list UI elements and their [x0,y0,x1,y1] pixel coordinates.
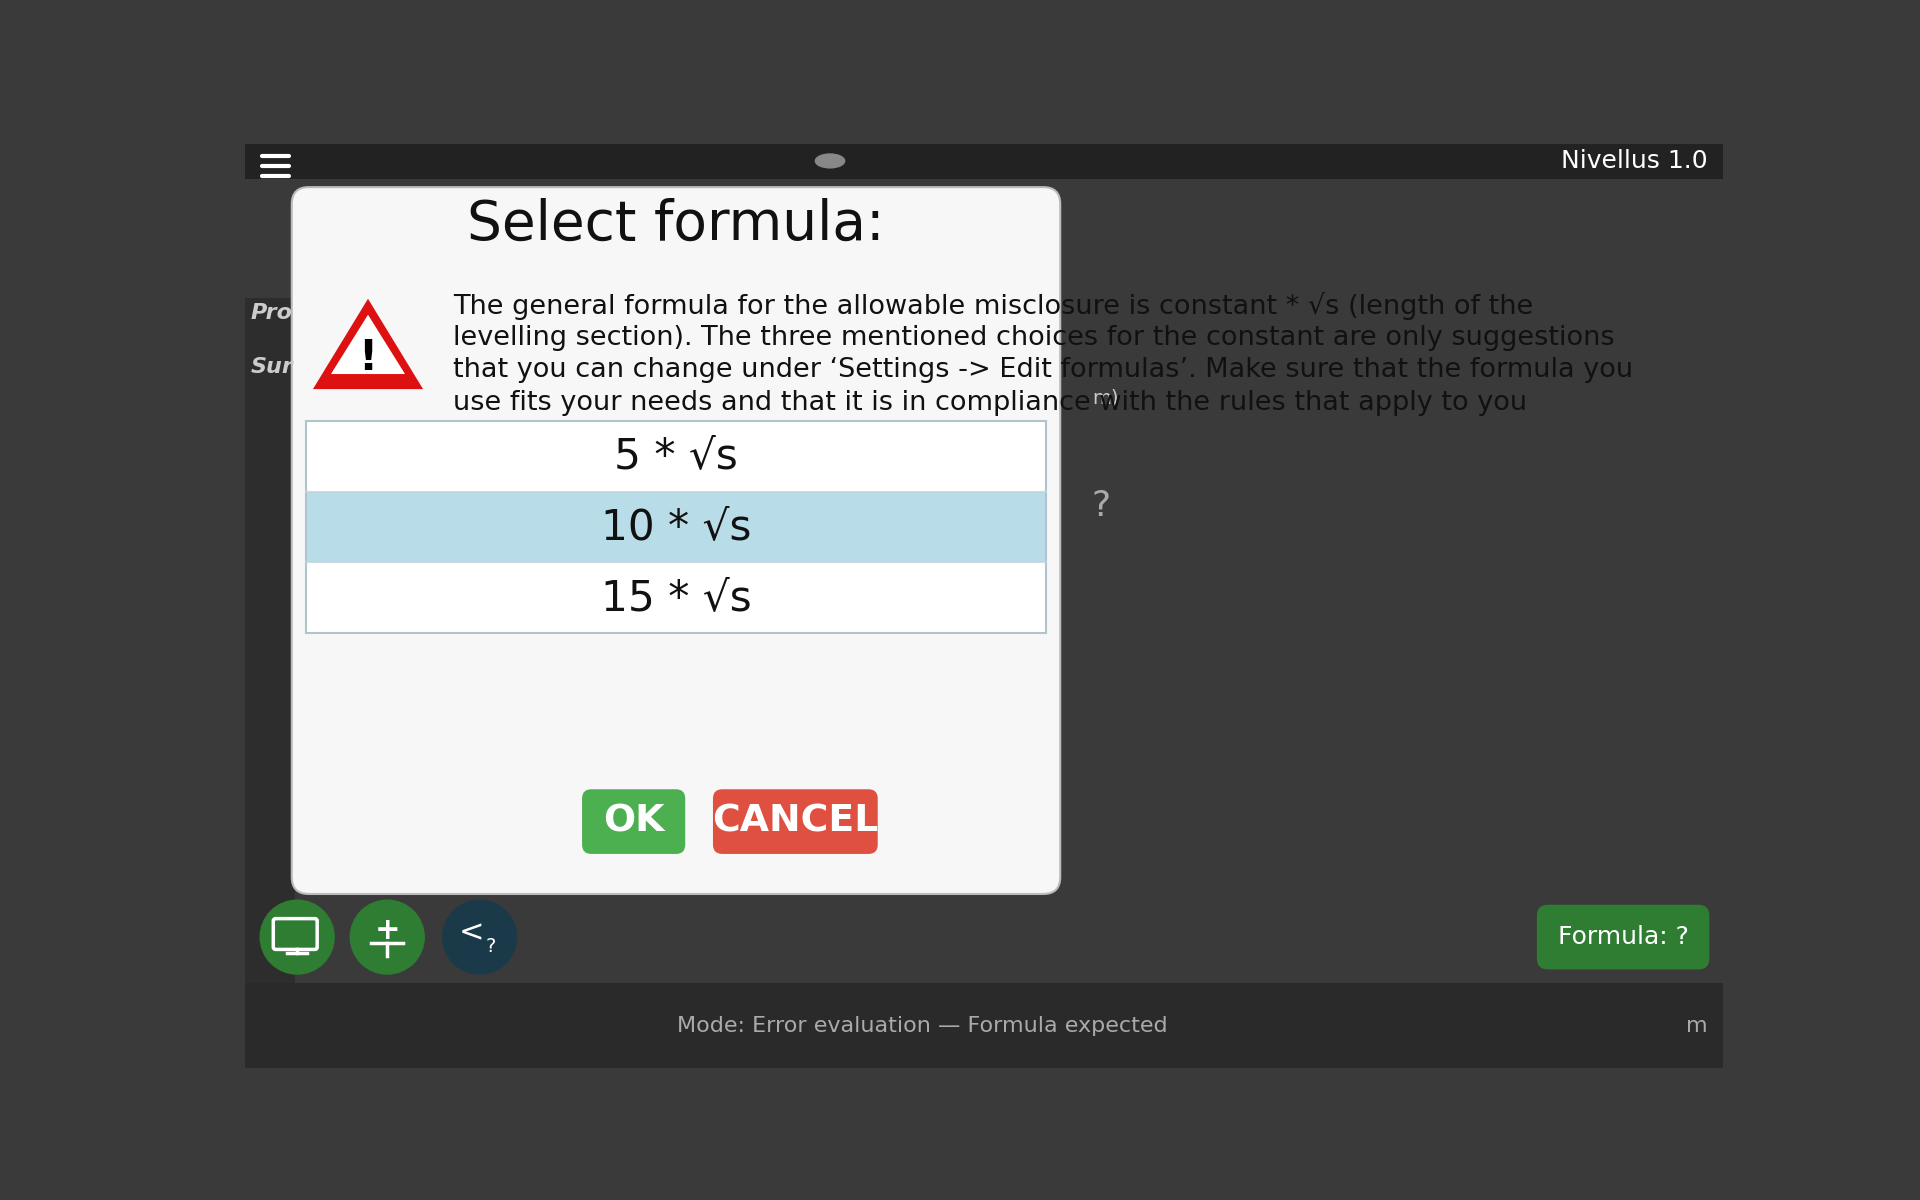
Text: Sur: Sur [252,358,294,377]
FancyBboxPatch shape [292,187,1060,894]
Text: CANCEL: CANCEL [712,804,879,840]
Text: m: m [1686,1015,1707,1036]
Text: Nivellus 1.0: Nivellus 1.0 [1561,149,1707,173]
FancyBboxPatch shape [246,179,1722,991]
Text: levelling section). The three mentioned choices for the constant are only sugges: levelling section). The three mentioned … [453,325,1615,352]
FancyBboxPatch shape [307,421,1046,492]
Text: 5 * √s: 5 * √s [614,436,737,478]
Text: that you can change under ‘Settings -> Edit formulas’. Make sure that the formul: that you can change under ‘Settings -> E… [453,358,1632,383]
Text: use fits your needs and that it is in compliance with the rules that apply to yo: use fits your needs and that it is in co… [453,390,1526,415]
Text: ?: ? [1092,488,1112,523]
Text: Select formula:: Select formula: [467,198,885,252]
Text: <: < [459,919,484,948]
Circle shape [261,900,334,974]
FancyBboxPatch shape [307,563,1046,632]
Polygon shape [330,314,405,374]
Text: 15 * √s: 15 * √s [601,577,751,619]
Text: ?: ? [486,937,497,956]
FancyBboxPatch shape [246,983,1722,1068]
Ellipse shape [816,154,845,168]
FancyBboxPatch shape [1536,905,1709,970]
Text: m): m) [1092,389,1117,408]
Text: 10 * √s: 10 * √s [601,506,751,548]
Polygon shape [313,299,422,389]
Text: Pro: Pro [252,304,294,323]
FancyBboxPatch shape [246,144,1722,179]
Text: Formula: ?: Formula: ? [1557,925,1688,949]
Text: The general formula for the allowable misclosure is constant * √s (length of the: The general formula for the allowable mi… [453,292,1532,319]
FancyBboxPatch shape [307,421,1046,632]
Text: OK: OK [603,804,664,840]
FancyBboxPatch shape [582,790,685,854]
FancyBboxPatch shape [307,492,1046,563]
FancyBboxPatch shape [246,298,296,991]
Text: !: ! [359,337,378,379]
Circle shape [444,900,516,974]
Circle shape [349,900,424,974]
Text: +: + [374,917,399,946]
Text: Mode: Error evaluation — Formula expected: Mode: Error evaluation — Formula expecte… [678,1015,1167,1036]
FancyBboxPatch shape [712,790,877,854]
